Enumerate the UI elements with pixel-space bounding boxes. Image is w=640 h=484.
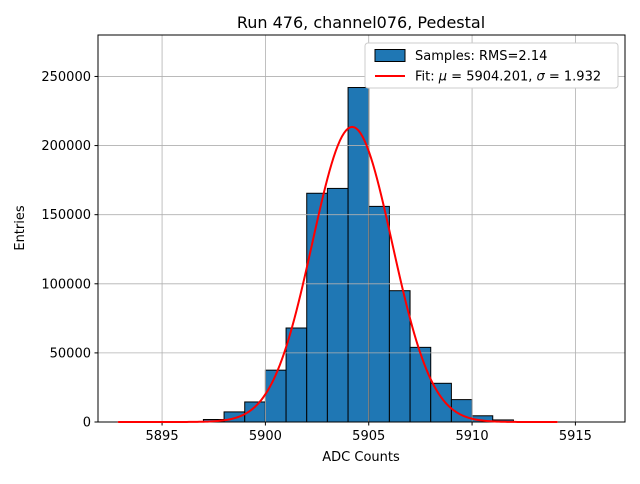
y-tick-label: 200000	[41, 139, 91, 154]
histogram-bar	[285, 327, 308, 423]
gaussian-fit-curve	[117, 125, 558, 423]
histogram-bar	[347, 87, 370, 423]
legend-samples-label: Samples: RMS=2.14	[415, 49, 547, 64]
histogram-bar	[326, 187, 349, 423]
chart-title: Run 476, channel076, Pedestal	[237, 13, 485, 32]
x-tick-label: 5915	[559, 429, 592, 444]
axes-layer: 5895 5900 5905 5910 5915 0 50000 100000 150000 20…	[41, 34, 626, 444]
histogram-bar	[264, 369, 287, 423]
histogram-bars-layer	[202, 87, 514, 423]
y-tick-label: 250000	[41, 70, 91, 85]
x-tick-label: 5905	[352, 429, 385, 444]
y-tick-label: 150000	[41, 208, 91, 223]
legend-fit-label: Fit: μ = 5904.201, σ = 1.932	[415, 70, 601, 85]
legend: Samples: RMS=2.14 Fit: μ = 5904.201, σ =…	[364, 42, 619, 89]
legend-box	[364, 42, 619, 89]
histogram-bar	[306, 192, 328, 423]
histogram-bar	[430, 382, 452, 423]
histogram-bar	[368, 205, 390, 423]
x-tick-label: 5910	[456, 429, 489, 444]
y-tick-label: 0	[83, 416, 91, 431]
fit-curve-layer	[117, 125, 558, 423]
x-tick-label: 5895	[146, 429, 179, 444]
histogram-bar	[409, 346, 432, 423]
y-axis-label: Entries	[13, 205, 28, 251]
y-tick-label: 100000	[41, 277, 91, 292]
x-axis-label: ADC Counts	[322, 450, 400, 465]
axes-frame	[97, 34, 626, 423]
y-tick-label: 50000	[50, 346, 91, 361]
legend-samples-swatch	[374, 49, 406, 62]
x-tick-label: 5900	[249, 429, 282, 444]
